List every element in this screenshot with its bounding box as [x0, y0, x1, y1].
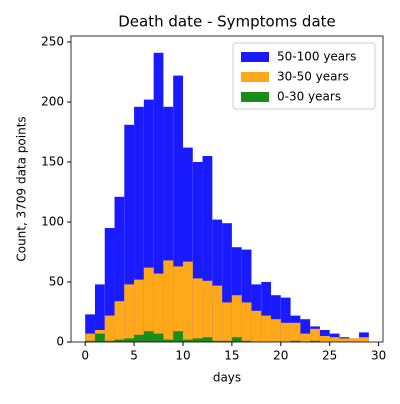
bar	[202, 337, 213, 342]
bar	[192, 162, 203, 342]
bar	[202, 156, 213, 342]
bar	[290, 322, 301, 342]
bar	[134, 334, 144, 342]
bar	[163, 260, 174, 342]
bar	[251, 310, 262, 342]
plot-frame	[70, 35, 384, 343]
bar	[300, 333, 311, 342]
bar	[104, 340, 115, 342]
bar	[114, 301, 125, 342]
bar	[261, 282, 272, 342]
legend-swatch	[241, 72, 269, 82]
bar	[85, 333, 95, 342]
bar	[202, 280, 213, 342]
legend-label: 50-100 years	[277, 50, 356, 64]
bar	[94, 284, 105, 342]
bar	[134, 279, 144, 342]
bar	[153, 273, 164, 342]
legend-label: 30-50 years	[277, 70, 349, 84]
bar	[153, 52, 164, 343]
bar	[280, 322, 291, 342]
x-tick-label: 15	[224, 349, 239, 363]
bar	[134, 106, 144, 342]
bar	[222, 340, 232, 342]
bar	[300, 319, 311, 342]
bar	[182, 339, 193, 342]
y-tick-label: 200	[41, 95, 64, 109]
bar	[212, 219, 223, 342]
bar	[153, 333, 164, 342]
bar	[280, 297, 291, 342]
bar	[104, 228, 115, 342]
bar	[329, 337, 340, 342]
bar	[349, 338, 360, 342]
bar	[222, 302, 232, 342]
y-tick-label: 0	[56, 335, 64, 349]
bar	[310, 340, 320, 342]
y-tick-label: 250	[41, 35, 64, 49]
x-tick-label: 10	[175, 349, 190, 363]
bar	[231, 295, 242, 342]
bar	[182, 261, 193, 342]
bar	[310, 328, 320, 342]
bar	[212, 285, 223, 342]
bar	[290, 340, 301, 342]
bar	[241, 340, 252, 342]
bar	[143, 267, 154, 342]
bar	[163, 106, 174, 342]
legend-label: 0-30 years	[277, 90, 341, 104]
bar	[114, 339, 125, 342]
x-axis-label: days	[213, 371, 241, 385]
x-tick-label: 20	[273, 349, 288, 363]
y-tick-label: 150	[41, 155, 64, 169]
bar	[143, 99, 154, 342]
bar	[124, 124, 135, 342]
y-axis-label: Count, 3709 data points	[15, 116, 29, 261]
bar	[231, 247, 242, 342]
bar	[85, 340, 95, 342]
x-tick-label: 0	[81, 349, 89, 363]
bar	[163, 339, 174, 342]
bar	[124, 338, 135, 342]
bar	[114, 196, 125, 342]
bar	[222, 223, 232, 342]
bar	[173, 266, 183, 342]
bar	[124, 284, 135, 342]
bar	[173, 75, 183, 342]
bar	[192, 338, 203, 342]
bar	[85, 314, 95, 342]
bar	[231, 337, 242, 342]
x-tick-label: 30	[371, 349, 386, 363]
y-tick-label: 50	[49, 275, 64, 289]
chart-title: Death date - Symptoms date	[118, 13, 336, 31]
bar	[212, 340, 223, 342]
bar	[143, 331, 154, 342]
legend-swatch	[241, 92, 269, 102]
bar	[173, 331, 183, 342]
y-tick-label: 100	[41, 215, 64, 229]
bar	[271, 295, 281, 342]
bar	[182, 147, 193, 342]
x-tick-label: 5	[130, 349, 138, 363]
bar	[261, 315, 272, 342]
bar	[241, 249, 252, 342]
bar	[94, 333, 105, 342]
bar	[104, 315, 115, 342]
bar	[319, 336, 330, 342]
x-tick-label: 25	[322, 349, 337, 363]
bar	[241, 302, 252, 342]
legend-swatch	[241, 52, 269, 62]
bar	[339, 338, 350, 342]
bar	[271, 319, 281, 342]
bar	[359, 337, 369, 342]
bar	[192, 278, 203, 342]
